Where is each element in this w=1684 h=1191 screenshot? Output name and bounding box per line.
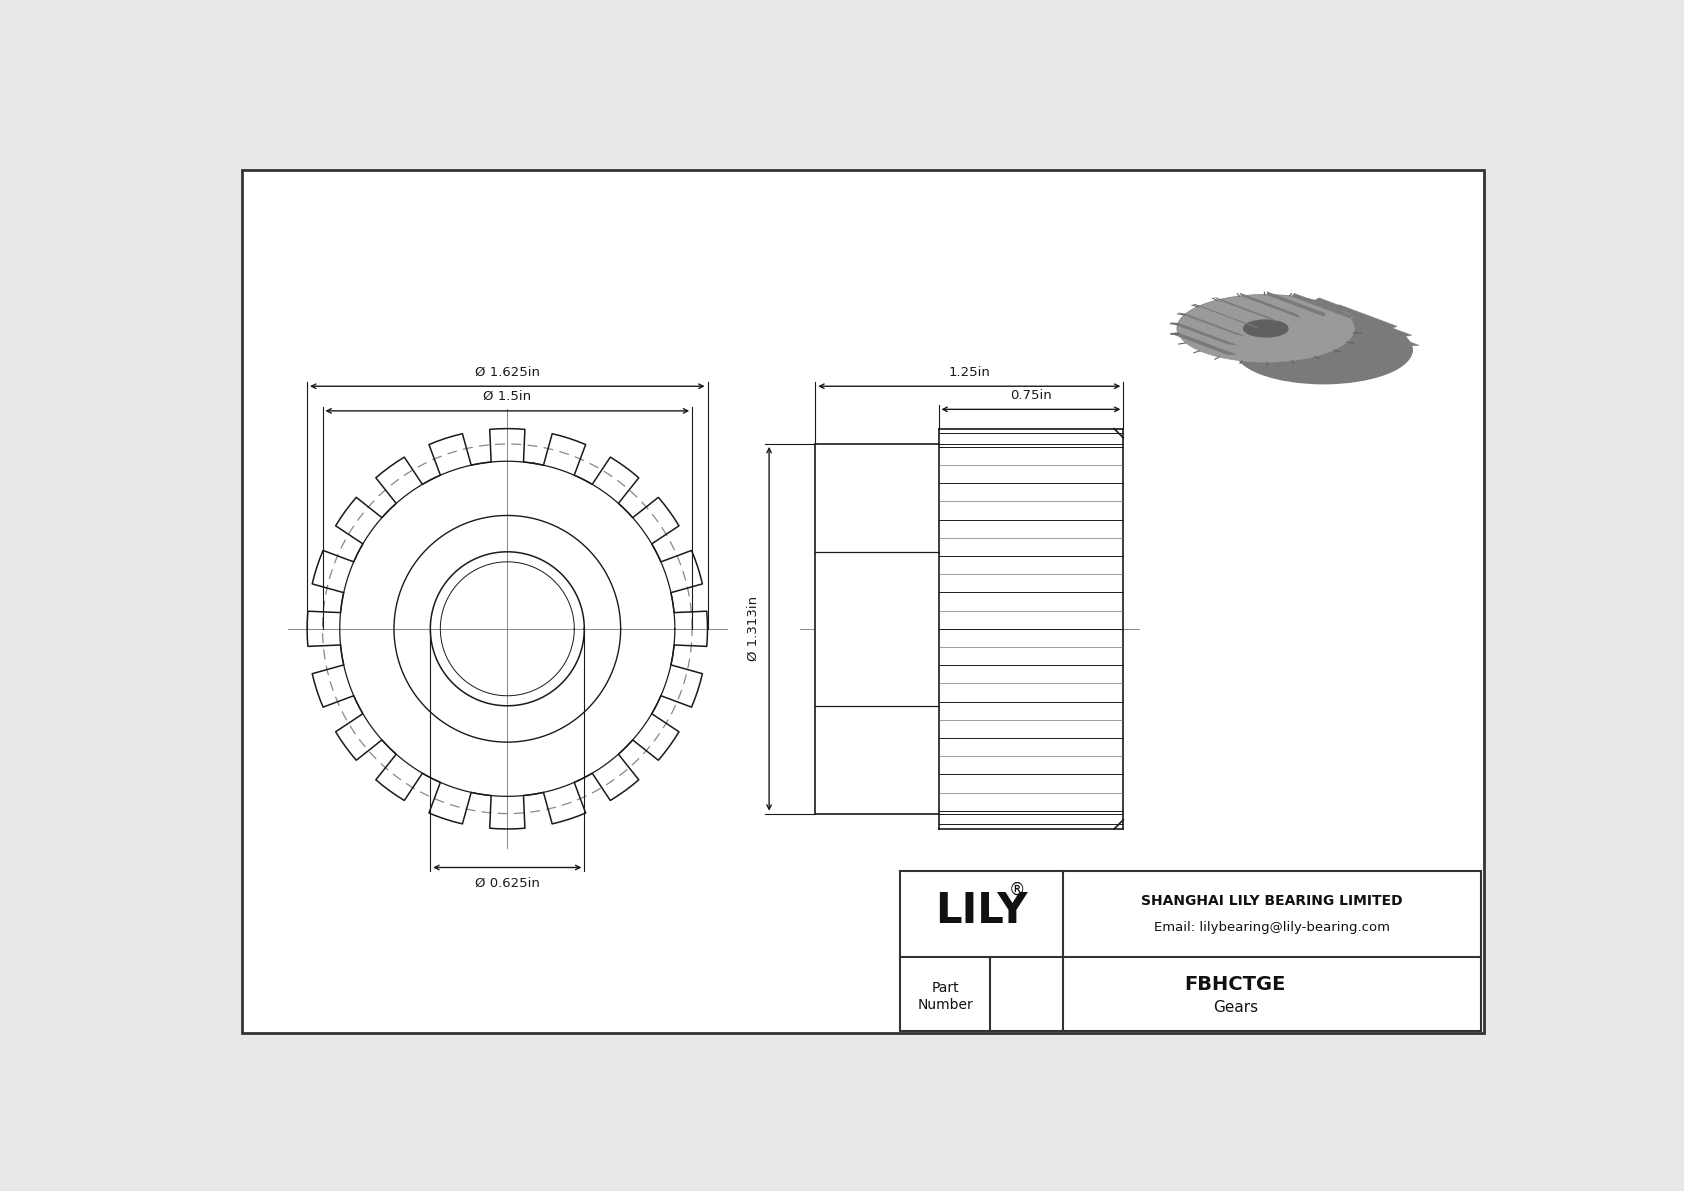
Polygon shape	[1266, 292, 1325, 317]
Text: Number: Number	[918, 998, 973, 1012]
Ellipse shape	[1177, 295, 1354, 362]
Text: Email: lilybearing@lily-bearing.com: Email: lilybearing@lily-bearing.com	[1154, 921, 1389, 934]
Polygon shape	[1177, 295, 1413, 355]
Polygon shape	[1315, 298, 1378, 322]
Text: Gears: Gears	[1212, 1000, 1258, 1016]
Bar	[899, 872, 1480, 1030]
Polygon shape	[1170, 323, 1236, 344]
Text: Ø 0.625in: Ø 0.625in	[475, 877, 541, 890]
Text: Ø 1.5in: Ø 1.5in	[483, 391, 532, 404]
Bar	[815, 444, 938, 813]
Polygon shape	[1179, 313, 1243, 336]
Ellipse shape	[1234, 317, 1413, 384]
Polygon shape	[1354, 324, 1420, 345]
Text: FBHCTGE: FBHCTGE	[1184, 974, 1287, 993]
Polygon shape	[1214, 298, 1276, 322]
Polygon shape	[1334, 305, 1398, 329]
Text: 1.25in: 1.25in	[948, 366, 990, 379]
Polygon shape	[1194, 304, 1258, 328]
Text: 0.75in: 0.75in	[1010, 388, 1052, 401]
Polygon shape	[1347, 313, 1411, 337]
Polygon shape	[1170, 332, 1236, 355]
Text: Ø 1.625in: Ø 1.625in	[475, 366, 541, 379]
Polygon shape	[1292, 293, 1352, 318]
Text: Part: Part	[931, 981, 958, 994]
Ellipse shape	[1243, 320, 1288, 337]
Text: SHANGHAI LILY BEARING LIMITED: SHANGHAI LILY BEARING LIMITED	[1140, 894, 1403, 909]
Text: Ø 1.313in: Ø 1.313in	[748, 597, 759, 661]
Text: LILY: LILY	[935, 890, 1027, 931]
Polygon shape	[1239, 293, 1300, 318]
Text: ®: ®	[1009, 880, 1026, 899]
